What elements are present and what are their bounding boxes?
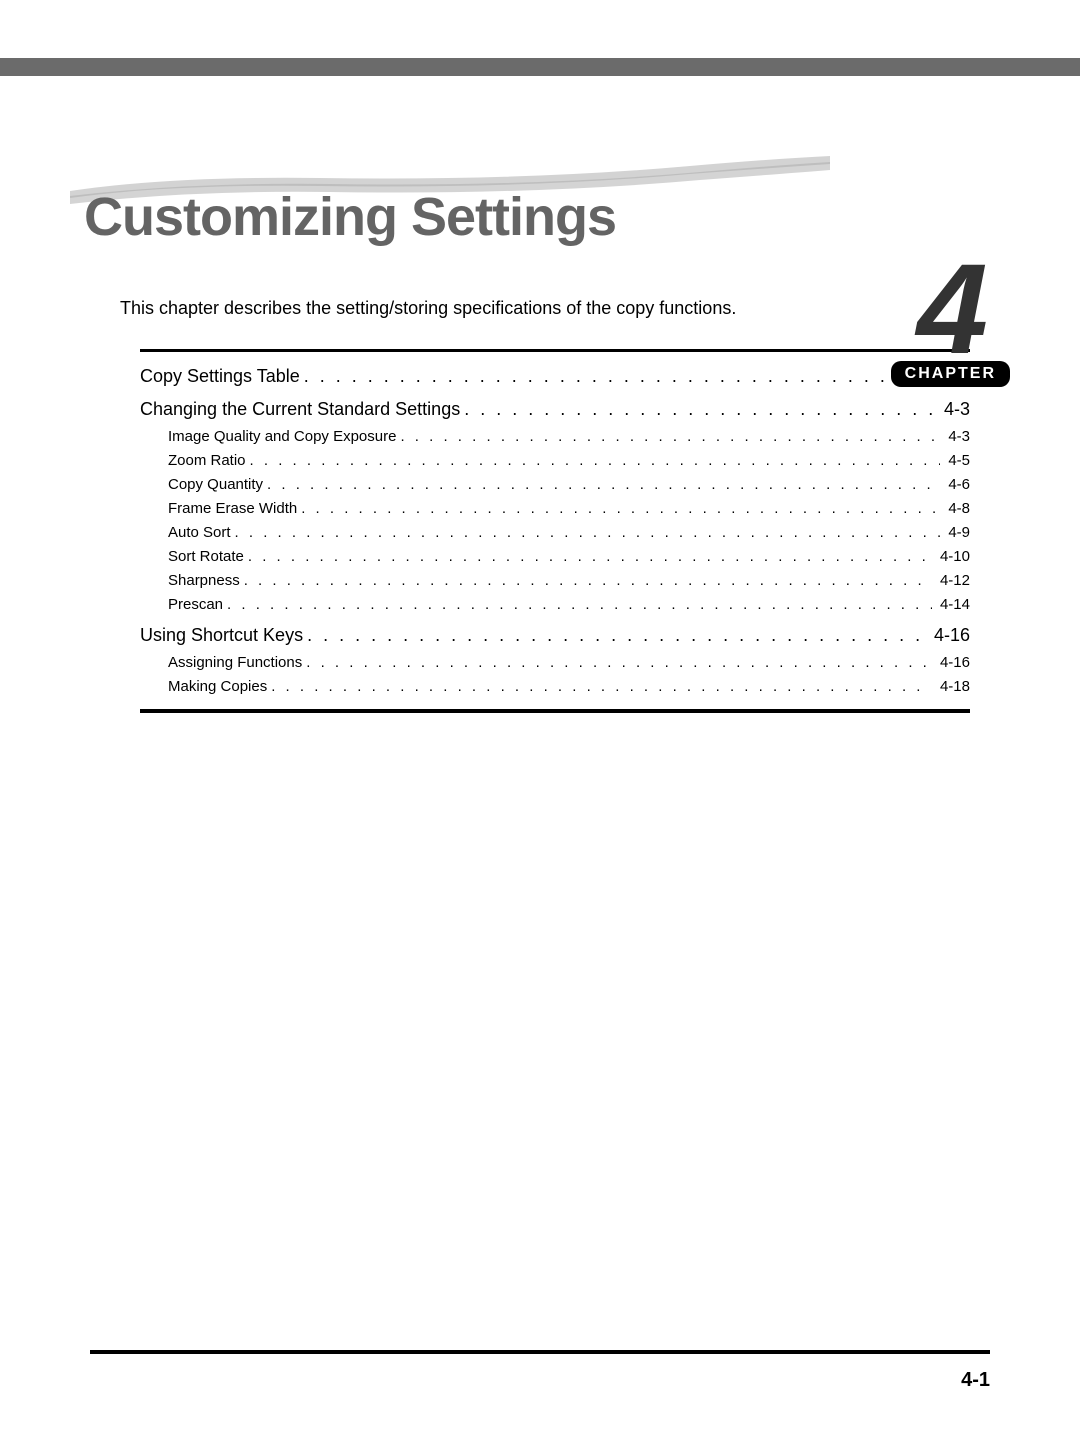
toc-entry: Sharpness 4-12 xyxy=(140,572,970,589)
toc-dots xyxy=(235,524,941,541)
toc-dots xyxy=(248,548,932,565)
toc-page: 4-8 xyxy=(944,500,970,517)
toc-entry: Making Copies 4-18 xyxy=(140,678,970,695)
toc-label: Image Quality and Copy Exposure xyxy=(168,428,396,445)
toc-label: Sort Rotate xyxy=(168,548,244,565)
toc-dots xyxy=(250,452,941,469)
toc-label: Assigning Functions xyxy=(168,654,302,671)
toc-page: 4-10 xyxy=(936,548,970,565)
toc-page: 4-14 xyxy=(936,596,970,613)
content-area: 4 CHAPTER Customizing Settings This chap… xyxy=(0,186,1080,713)
toc-dots xyxy=(464,399,936,420)
chapter-number: 4 xyxy=(891,256,1010,365)
toc-bottom-divider xyxy=(140,709,970,713)
toc-page: 4-3 xyxy=(944,428,970,445)
toc-top-divider xyxy=(140,349,970,352)
toc-page: 4-12 xyxy=(936,572,970,589)
toc-label: Prescan xyxy=(168,596,223,613)
chapter-label: CHAPTER xyxy=(891,361,1010,387)
toc-entry: Assigning Functions 4-16 xyxy=(140,654,970,671)
toc-page: 4-6 xyxy=(944,476,970,493)
toc-page: 4-5 xyxy=(944,452,970,469)
toc-entry: Frame Erase Width 4-8 xyxy=(140,500,970,517)
toc-label: Sharpness xyxy=(168,572,240,589)
toc-label: Changing the Current Standard Settings xyxy=(140,399,460,420)
toc-dots xyxy=(400,428,940,445)
toc-dots xyxy=(244,572,932,589)
toc-entry: Copy Settings Table4-2 xyxy=(140,366,970,387)
toc-label: Copy Quantity xyxy=(168,476,263,493)
toc-dots xyxy=(307,625,926,646)
chapter-title: Customizing Settings xyxy=(84,186,1000,248)
toc-page: 4-3 xyxy=(940,399,970,420)
toc-dots xyxy=(267,476,940,493)
toc-page: 4-9 xyxy=(944,524,970,541)
toc-list: Copy Settings Table4-2 Changing the Curre… xyxy=(140,366,970,695)
page-number: 4-1 xyxy=(961,1369,990,1392)
toc-page: 4-16 xyxy=(930,625,970,646)
table-of-contents: Copy Settings Table4-2 Changing the Curre… xyxy=(140,349,970,713)
chapter-description: This chapter describes the setting/stori… xyxy=(120,298,1000,319)
toc-dots xyxy=(301,500,940,517)
toc-dots xyxy=(306,654,932,671)
toc-page: 4-18 xyxy=(936,678,970,695)
toc-entry: Prescan 4-14 xyxy=(140,596,970,613)
toc-entry: Auto Sort 4-9 xyxy=(140,524,970,541)
title-area: Customizing Settings xyxy=(90,186,1000,248)
toc-entry: Image Quality and Copy Exposure 4-3 xyxy=(140,428,970,445)
toc-label: Using Shortcut Keys xyxy=(140,625,303,646)
footer-line xyxy=(90,1350,990,1354)
toc-page: 4-16 xyxy=(936,654,970,671)
toc-label: Zoom Ratio xyxy=(168,452,246,469)
chapter-indicator: 4 CHAPTER xyxy=(891,256,1010,387)
toc-label: Frame Erase Width xyxy=(168,500,297,517)
toc-entry: Zoom Ratio 4-5 xyxy=(140,452,970,469)
header-bar xyxy=(0,58,1080,76)
toc-label: Making Copies xyxy=(168,678,267,695)
toc-entry: Copy Quantity 4-6 xyxy=(140,476,970,493)
toc-dots xyxy=(227,596,932,613)
toc-label: Auto Sort xyxy=(168,524,231,541)
toc-entry: Using Shortcut Keys 4-16 xyxy=(140,625,970,646)
toc-dots xyxy=(304,366,936,387)
toc-label: Copy Settings Table xyxy=(140,366,300,387)
toc-dots xyxy=(271,678,932,695)
toc-entry: Sort Rotate 4-10 xyxy=(140,548,970,565)
toc-entry: Changing the Current Standard Settings 4-… xyxy=(140,399,970,420)
